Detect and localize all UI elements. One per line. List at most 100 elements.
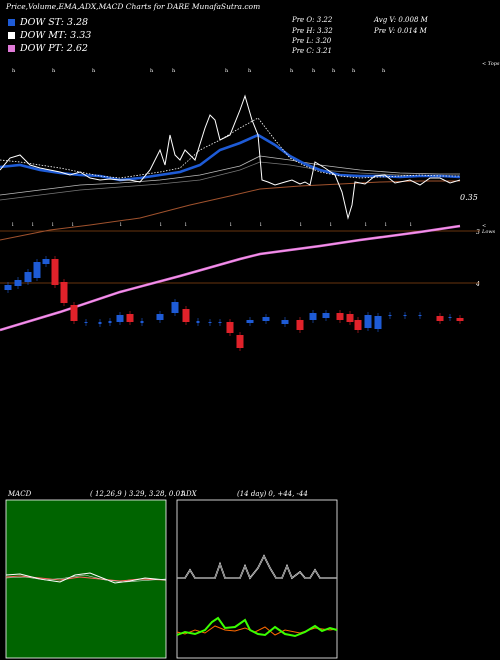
prev-open: Pre O: 3.22 (292, 16, 333, 24)
candle (4, 285, 12, 290)
prev-close: Pre C: 3.21 (292, 47, 332, 55)
candle (140, 321, 144, 323)
ema-long-line (0, 180, 460, 241)
dow-st-swatch (8, 19, 15, 26)
candle (246, 320, 254, 323)
top-marker: h (312, 68, 316, 74)
low-marker: l (52, 222, 54, 228)
candle (296, 320, 304, 330)
top-marker: h (352, 68, 356, 74)
prev-low: Pre L: 3.20 (292, 37, 332, 45)
dow-pt-line-inner (0, 225, 461, 331)
avg-volume: Avg V: 0.008 M (374, 16, 428, 24)
axis-label-4: 4 (476, 281, 480, 288)
candle (171, 302, 179, 313)
macd-background (5, 499, 167, 659)
dow-pt-line (0, 224, 461, 332)
macd-params: ( 12,26,9 ) 3.29, 3.28, 0.01 (90, 490, 185, 498)
candle (98, 322, 102, 324)
top-marker: h (382, 68, 386, 74)
plus-di-line (176, 616, 338, 638)
top-marker: h (12, 68, 16, 74)
low-marker: l (12, 222, 14, 228)
candle (418, 315, 422, 316)
dow-mt-label: DOW MT: 3.33 (20, 30, 92, 41)
macd-line-2 (5, 574, 167, 583)
candle (208, 322, 212, 323)
candle (226, 322, 234, 333)
candle (33, 262, 41, 278)
candle (374, 316, 382, 329)
candle (116, 315, 124, 322)
chart-title: Price,Volume,EMA,ADX,MACD Charts for DAR… (6, 2, 261, 11)
low-marker: l (365, 222, 367, 228)
tops-label: < Tops (482, 61, 500, 67)
prev-volume: Pre V: 0.014 M (374, 27, 427, 35)
minus-di-line (176, 625, 338, 636)
adx-params: (14 day) 0, +44, -44 (237, 490, 308, 498)
candle (24, 272, 32, 282)
dow-pt-legend: DOW PT: 2.62 (8, 43, 88, 54)
candle (403, 315, 407, 316)
candle (262, 317, 270, 321)
low-marker: l (300, 222, 302, 228)
price-chart: h h h h h h h h h h h h l l l l l l l l l l l l l l (0, 68, 480, 351)
low-marker: l (185, 222, 187, 228)
top-marker: h (172, 68, 176, 74)
last-price-label: 0.35 (460, 193, 478, 202)
ema-short-line (0, 117, 460, 179)
low-marker: l (72, 222, 74, 228)
candle (456, 318, 464, 321)
low-marker: l (385, 222, 387, 228)
top-marker: h (248, 68, 252, 74)
candle (182, 309, 190, 322)
macd-line (5, 572, 167, 584)
candle (42, 259, 50, 264)
top-marker: h (332, 68, 336, 74)
adx-line (177, 554, 337, 580)
candle (354, 320, 362, 330)
candle (196, 321, 200, 323)
macd-signal-line (5, 575, 167, 582)
candle (436, 316, 444, 321)
candle (84, 322, 88, 323)
dow-pt-swatch (8, 45, 15, 52)
dow-st-line (0, 133, 461, 182)
candle (218, 322, 222, 323)
low-marker: l (410, 222, 412, 228)
dow-mt-swatch (8, 32, 15, 39)
candle (14, 280, 22, 286)
ema-mid-line (0, 155, 460, 196)
top-marker: h (150, 68, 154, 74)
candle (60, 282, 68, 303)
low-marker: l (160, 222, 162, 228)
candle (156, 314, 164, 320)
top-marker: h (92, 68, 96, 74)
candle (388, 315, 392, 316)
adx-label: ADX (181, 490, 197, 498)
dow-st-label: DOW ST: 3.28 (20, 17, 89, 28)
top-marker: h (225, 68, 229, 74)
candle (322, 313, 330, 318)
candle (364, 315, 372, 328)
adx-background (176, 499, 338, 659)
low-marker: l (32, 222, 34, 228)
candle (236, 335, 244, 348)
lows-label: < Lows (482, 223, 496, 235)
candle (281, 320, 289, 324)
ema-mid-line-2 (0, 161, 460, 201)
candle (448, 317, 452, 318)
adx-line-inner (177, 555, 337, 579)
candle (309, 313, 317, 320)
low-marker: l (230, 222, 232, 228)
candle (336, 313, 344, 320)
dow-mt-legend: DOW MT: 3.33 (8, 30, 91, 41)
top-marker: h (52, 68, 56, 74)
candle (108, 321, 112, 323)
top-marker: h (290, 68, 294, 74)
dow-st-legend: DOW ST: 3.28 (8, 17, 88, 28)
macd-label: MACD (8, 490, 32, 498)
low-marker: l (330, 222, 332, 228)
